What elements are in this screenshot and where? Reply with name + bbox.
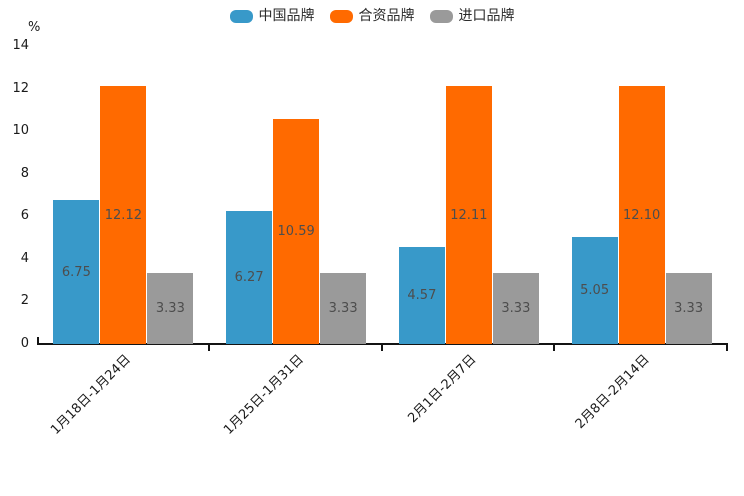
y-tick-label: 4	[20, 250, 29, 266]
bar-value-label: 10.59	[277, 223, 315, 239]
x-axis-line	[37, 343, 728, 345]
y-tick-label: 10	[12, 123, 29, 139]
y-tick-label: 6	[20, 208, 29, 224]
bar-value-label: 12.12	[104, 207, 142, 223]
bar-value-label: 3.33	[155, 301, 185, 317]
x-axis-label-text: 1月18日-1月24日	[48, 352, 134, 438]
bar-进口品牌[interactable]: 3.33	[665, 273, 712, 344]
y-axis-unit-label: %	[28, 20, 41, 35]
bar-value-label: 3.33	[501, 301, 531, 317]
bar-value-label: 12.11	[450, 207, 488, 223]
legend-swatch	[329, 9, 353, 23]
bar-中国品牌[interactable]: 6.27	[226, 210, 273, 344]
bar-value-label: 12.10	[623, 207, 661, 223]
bar-value-label: 6.27	[234, 269, 264, 285]
bar-合资品牌[interactable]: 12.10	[618, 86, 665, 344]
bar-合资品牌[interactable]: 12.12	[100, 86, 147, 344]
bar-value-label: 3.33	[328, 301, 358, 317]
bar-value-label: 3.33	[674, 301, 704, 317]
bar-进口品牌[interactable]: 3.33	[147, 273, 194, 344]
bar-合资品牌[interactable]: 12.11	[445, 86, 492, 344]
bar-group: 6.27 10.59 3.33	[210, 46, 383, 344]
bar-value-label: 4.57	[407, 287, 437, 303]
bar-group: 4.57 12.11 3.33	[383, 46, 556, 344]
bar-合资品牌[interactable]: 10.59	[273, 118, 320, 344]
bar-进口品牌[interactable]: 3.33	[320, 273, 367, 344]
y-tick-label: 2	[20, 293, 29, 309]
legend-label: 合资品牌	[358, 8, 415, 24]
bar-中国品牌[interactable]: 6.75	[53, 200, 100, 344]
legend-item[interactable]: 中国品牌	[229, 8, 315, 24]
x-axis-label-text: 2月8日-2月14日	[572, 352, 653, 432]
bar-中国品牌[interactable]: 5.05	[571, 236, 618, 344]
x-axis-tick	[553, 345, 556, 351]
legend-swatch	[429, 9, 453, 23]
legend-item[interactable]: 进口品牌	[429, 8, 515, 24]
bar-group: 5.05 12.10 3.33	[555, 46, 728, 344]
legend-swatch	[229, 9, 253, 23]
x-axis-label-text: 2月1日-2月7日	[405, 352, 480, 427]
bar-group: 6.75 12.12 3.33	[37, 46, 210, 344]
x-axis-tick	[37, 337, 39, 343]
x-axis-tick	[380, 345, 383, 351]
legend-label: 中国品牌	[258, 8, 315, 24]
x-axis-tick	[207, 345, 210, 351]
y-tick-label: 0	[20, 336, 29, 351]
x-axis-tick	[726, 345, 728, 351]
bar-中国品牌[interactable]: 4.57	[398, 246, 445, 344]
y-tick-label: 12	[12, 80, 29, 96]
bar-value-label: 5.05	[580, 282, 610, 298]
x-axis-label-text: 1月25日-1月31日	[220, 352, 307, 438]
y-tick-label: 8	[20, 165, 29, 181]
legend-item[interactable]: 合资品牌	[329, 8, 415, 24]
y-tick-label: 14	[12, 38, 29, 53]
bar-进口品牌[interactable]: 3.33	[492, 273, 539, 344]
legend-label: 进口品牌	[458, 8, 515, 24]
bar-value-label: 6.75	[61, 264, 91, 280]
legend: 中国品牌 合资品牌 进口品牌	[0, 8, 744, 24]
